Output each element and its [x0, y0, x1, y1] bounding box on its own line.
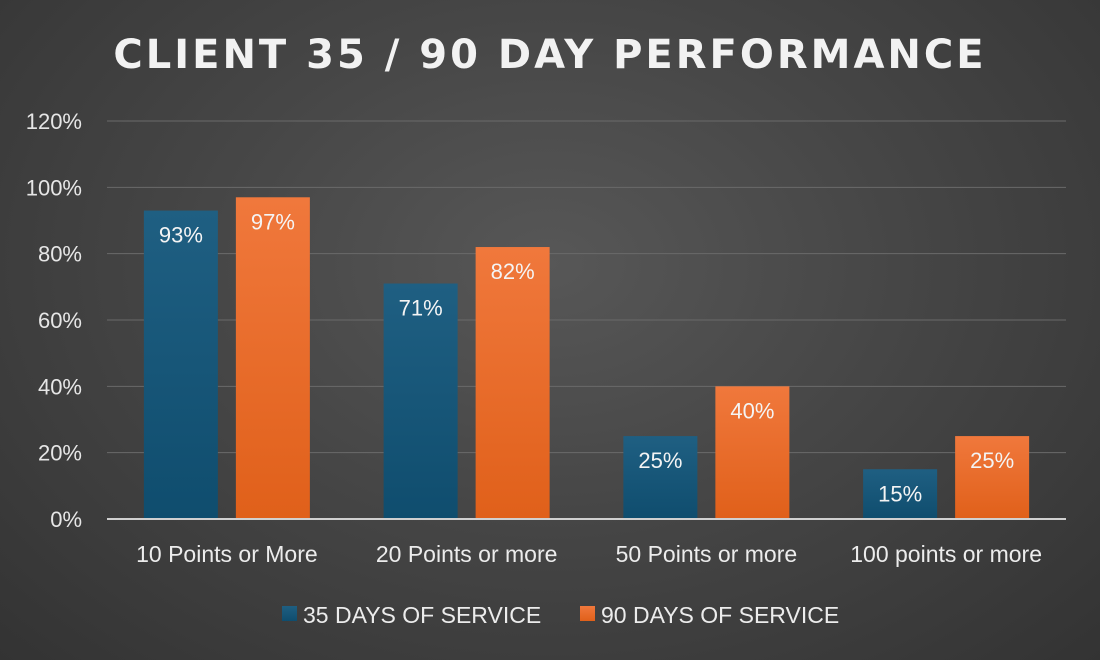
data-labels: 93% 97% 71% 82% 25% 40% 15% 25% — [159, 209, 1014, 506]
y-tick-label: 80% — [38, 242, 82, 267]
y-axis-ticks: 0% 20% 40% 60% 80% 100% 120% — [26, 109, 82, 532]
data-label: 25% — [970, 448, 1014, 473]
x-category-label: 20 Points or more — [376, 541, 558, 567]
bar-series1-3 — [623, 436, 698, 519]
x-category-label: 10 Points or More — [136, 541, 318, 567]
data-label: 93% — [159, 223, 203, 248]
data-label: 15% — [878, 481, 922, 506]
bars — [143, 197, 1030, 520]
data-label: 97% — [251, 209, 295, 234]
legend-label-series1: 35 DAYS OF SERVICE — [303, 602, 541, 628]
data-label: 71% — [399, 296, 443, 321]
bar-series2-3 — [715, 386, 790, 519]
bar-series1-4 — [863, 469, 938, 519]
bar-series2-4 — [955, 436, 1030, 519]
data-label: 25% — [638, 448, 682, 473]
legend-label-series2: 90 DAYS OF SERVICE — [601, 602, 839, 628]
bar-series1-1 — [143, 210, 218, 520]
y-tick-label: 0% — [50, 507, 82, 532]
y-tick-label: 20% — [38, 441, 82, 466]
bar-series2-2 — [475, 247, 550, 520]
y-tick-label: 60% — [38, 308, 82, 333]
y-tick-label: 120% — [26, 109, 82, 134]
legend-swatch-series2 — [580, 606, 595, 621]
bar-series1-2 — [383, 283, 458, 519]
y-tick-label: 40% — [38, 374, 82, 399]
bar-series2-1 — [235, 197, 310, 520]
legend-swatch-series1 — [282, 606, 297, 621]
legend: 35 DAYS OF SERVICE 90 DAYS OF SERVICE — [282, 602, 839, 628]
x-category-label: 100 points or more — [850, 541, 1042, 567]
x-axis-categories: 10 Points or More 20 Points or more 50 Poi… — [136, 541, 1042, 567]
y-tick-label: 100% — [26, 175, 82, 200]
data-label: 40% — [730, 398, 774, 423]
x-category-label: 50 Points or more — [616, 541, 798, 567]
data-label: 82% — [491, 259, 535, 284]
chart-title: CLIENT 35 / 90 DAY PERFORMANCE — [113, 32, 986, 78]
